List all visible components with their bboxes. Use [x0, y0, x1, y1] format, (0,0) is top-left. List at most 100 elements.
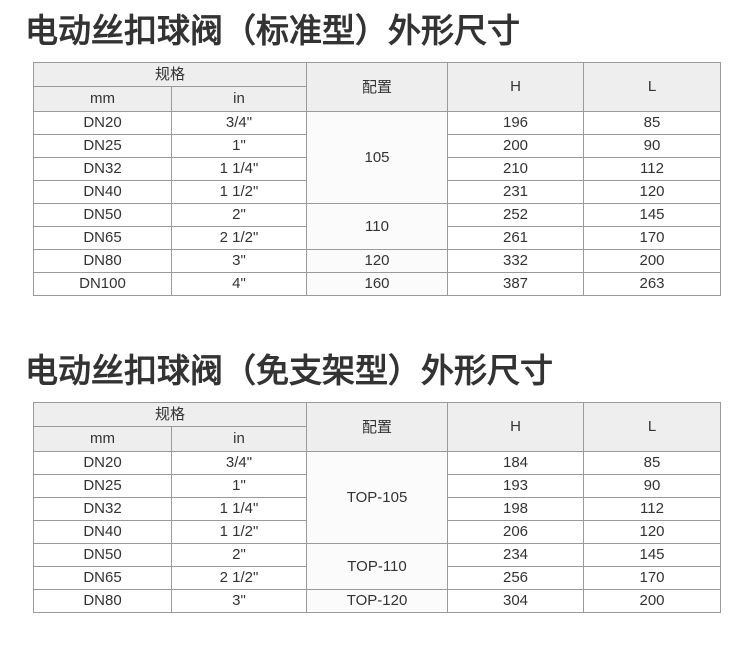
cell-size-mm: DN20 [33, 111, 172, 135]
cell-size-mm: DN40 [33, 180, 172, 204]
dimension-section-bracketless: 电动丝扣球阀（免支架型）外形尺寸 规格 配置 H L mm in DN20 3/4… [0, 340, 741, 613]
column-header-config: 配置 [306, 62, 449, 112]
cell-config: TOP-105 [306, 451, 449, 544]
cell-size-mm: DN80 [33, 589, 172, 613]
cell-length-l: 145 [583, 203, 722, 227]
table-row: DN50 2" TOP-110 234 145 [33, 543, 722, 590]
column-header-mm: mm [33, 86, 172, 112]
table-header-row-sub: mm in [33, 86, 721, 112]
page-title-bracketless: 电动丝扣球阀（免支架型）外形尺寸 [25, 351, 553, 390]
cell-length-l: 112 [583, 497, 722, 521]
cell-size-mm: DN50 [33, 203, 172, 227]
cell-length-l: 120 [583, 180, 722, 204]
cell-size-in: 1 1/2" [170, 180, 308, 204]
cell-height-h: 184 [447, 451, 585, 475]
cell-length-l: 263 [583, 272, 722, 296]
cell-config: 160 [306, 272, 449, 296]
column-header-l: L [583, 402, 722, 452]
cell-height-h: 387 [447, 272, 585, 296]
table-row: DN50 2" 110 252 145 [33, 203, 722, 250]
table-row: DN25 1" 193 90 [33, 474, 722, 498]
cell-size-in: 1 1/4" [170, 157, 308, 181]
column-header-spec-group: 规格 [32, 402, 308, 427]
cell-size-mm: DN65 [33, 226, 172, 250]
cell-height-h: 198 [447, 497, 585, 521]
cell-size-in: 1 1/2" [170, 520, 308, 544]
table-container-bracketless: 规格 配置 H L mm in DN20 3/4" TOP-105 184 85 DN25… [0, 402, 741, 613]
dimension-table-standard: 规格 配置 H L mm in DN20 3/4" 105 196 85 DN25 1" 20… [32, 62, 722, 296]
cell-height-h: 200 [447, 134, 585, 158]
cell-size-in: 3/4" [170, 111, 308, 135]
table-header-standard: 规格 配置 H L mm in [32, 62, 722, 112]
cell-length-l: 120 [583, 520, 722, 544]
cell-size-in: 2" [170, 203, 308, 227]
cell-height-h: 231 [447, 180, 585, 204]
cell-size-in: 2 1/2" [170, 226, 308, 250]
cell-height-h: 261 [447, 226, 585, 250]
cell-size-mm: DN50 [33, 543, 172, 567]
cell-height-h: 256 [447, 566, 585, 590]
table-row: DN100 4" 160 387 263 [33, 272, 722, 296]
cell-height-h: 234 [447, 543, 585, 567]
cell-config: 105 [306, 111, 449, 204]
cell-size-mm: DN100 [33, 272, 172, 296]
cell-length-l: 85 [583, 451, 722, 475]
cell-length-l: 112 [583, 157, 722, 181]
cell-size-in: 4" [170, 272, 308, 296]
table-row: DN80 3" TOP-120 304 200 [33, 589, 722, 613]
table-header-row-sub: mm in [33, 426, 721, 452]
table-container-standard: 规格 配置 H L mm in DN20 3/4" 105 196 85 DN25 1" 20… [0, 62, 741, 296]
cell-height-h: 210 [447, 157, 585, 181]
cell-size-mm: DN25 [33, 134, 172, 158]
cell-size-in: 1" [170, 134, 308, 158]
cell-length-l: 90 [583, 134, 722, 158]
cell-length-l: 145 [583, 543, 722, 567]
cell-height-h: 206 [447, 520, 585, 544]
cell-length-l: 170 [583, 566, 722, 590]
table-body-standard: DN20 3/4" 105 196 85 DN25 1" 200 90 DN32 1 1/4" 210… [33, 111, 722, 296]
cell-length-l: 170 [583, 226, 722, 250]
column-header-config: 配置 [306, 402, 449, 452]
cell-config: TOP-110 [306, 543, 449, 590]
cell-size-in: 2" [170, 543, 308, 567]
table-row: DN65 2 1/2" 256 170 [33, 566, 722, 590]
dimension-table-bracketless: 规格 配置 H L mm in DN20 3/4" TOP-105 184 85 DN25… [32, 402, 722, 613]
cell-size-in: 1" [170, 474, 308, 498]
cell-size-mm: DN32 [33, 157, 172, 181]
cell-size-in: 1 1/4" [170, 497, 308, 521]
table-row: DN80 3" 120 332 200 [33, 249, 722, 273]
cell-size-mm: DN25 [33, 474, 172, 498]
cell-size-mm: DN32 [33, 497, 172, 521]
cell-size-in: 2 1/2" [170, 566, 308, 590]
table-row: DN32 1 1/4" 198 112 [33, 497, 722, 521]
column-header-in: in [170, 86, 308, 112]
table-row: DN40 1 1/2" 206 120 [33, 520, 722, 544]
table-row: DN65 2 1/2" 261 170 [33, 226, 722, 250]
cell-config: 110 [306, 203, 449, 250]
column-header-h: H [447, 402, 585, 452]
table-header-bracketless: 规格 配置 H L mm in [32, 402, 722, 452]
column-header-mm: mm [33, 426, 172, 452]
column-header-h: H [447, 62, 585, 112]
column-header-spec-group: 规格 [32, 62, 308, 87]
cell-size-mm: DN80 [33, 249, 172, 273]
cell-config: 120 [306, 249, 449, 273]
table-row: DN25 1" 200 90 [33, 134, 722, 158]
cell-length-l: 85 [583, 111, 722, 135]
cell-height-h: 193 [447, 474, 585, 498]
cell-config: TOP-120 [306, 589, 449, 613]
cell-length-l: 200 [583, 589, 722, 613]
dimension-section-standard: 电动丝扣球阀（标准型）外形尺寸 规格 配置 H L mm in DN20 3/4"… [0, 0, 741, 296]
cell-size-in: 3" [170, 249, 308, 273]
cell-size-mm: DN40 [33, 520, 172, 544]
cell-height-h: 332 [447, 249, 585, 273]
cell-size-mm: DN20 [33, 451, 172, 475]
page-title-standard: 电动丝扣球阀（标准型）外形尺寸 [25, 11, 520, 50]
cell-length-l: 90 [583, 474, 722, 498]
table-row: DN20 3/4" 105 196 85 [33, 111, 722, 204]
cell-height-h: 252 [447, 203, 585, 227]
column-header-in: in [170, 426, 308, 452]
cell-height-h: 196 [447, 111, 585, 135]
table-header-row-top: 规格 配置 H L [32, 62, 722, 112]
table-body-bracketless: DN20 3/4" TOP-105 184 85 DN25 1" 193 90 DN32 1 1/4… [33, 451, 722, 613]
